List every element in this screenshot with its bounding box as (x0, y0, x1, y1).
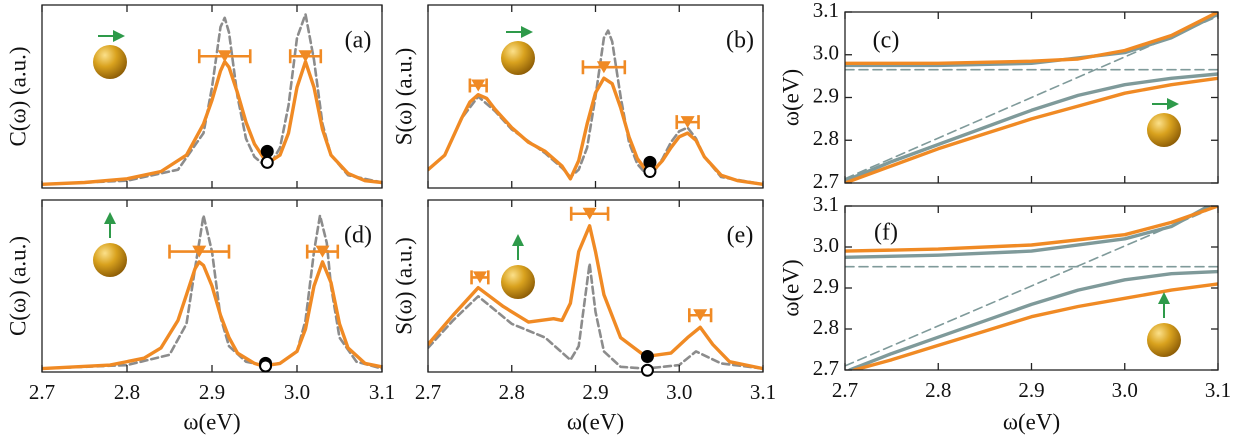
curve (428, 76, 763, 186)
x-tick-label: 2.9 (582, 380, 608, 404)
y-axis-title: S(ω) (a.u.) (391, 237, 416, 335)
plot-area (428, 224, 763, 371)
curve (848, 269, 1218, 370)
peak-marker (680, 116, 695, 129)
plot-area (428, 29, 763, 186)
nanosphere-icon (501, 265, 535, 299)
y-tick-label: 3.1 (813, 192, 839, 216)
y-tick-label: 2.9 (813, 83, 839, 107)
open-point (643, 165, 657, 179)
plot-area (845, 206, 1218, 370)
plot-area (845, 12, 1218, 183)
open-point (259, 359, 273, 373)
y-tick-label: 2.8 (813, 126, 839, 150)
y-tick-label: 2.7 (813, 169, 839, 193)
curve (845, 206, 1218, 253)
x-tick-label: 3.1 (750, 380, 776, 404)
panel-label: (b) (726, 28, 754, 54)
curve (42, 260, 382, 371)
peak-marker (217, 50, 232, 63)
open-point (640, 363, 654, 377)
plot-area (42, 214, 382, 371)
x-tick-label: 2.9 (1018, 378, 1044, 402)
dashed-curve (428, 262, 763, 370)
peak-marker (315, 245, 330, 258)
peak-marker (192, 245, 207, 258)
x-tick-label: 3.1 (1205, 378, 1231, 402)
y-tick-label: 3.0 (813, 41, 839, 65)
panel-label: (c) (873, 28, 900, 54)
curve (428, 224, 763, 371)
x-tick-label: 3.0 (284, 380, 310, 404)
y-tick-label: 2.7 (813, 356, 839, 380)
peak-marker (471, 79, 486, 92)
dashed-curve (428, 29, 763, 186)
curve (845, 12, 1218, 65)
x-tick-label: 2.8 (499, 380, 525, 404)
x-tick-label: 3.0 (1112, 378, 1138, 402)
nanosphere-icon (501, 41, 535, 75)
x-tick-label: 2.7 (415, 380, 441, 404)
x-tick-label: 2.7 (29, 380, 55, 404)
x-tick-label: 2.9 (199, 380, 225, 404)
x-tick-label: 2.8 (925, 378, 951, 402)
panel-label: (a) (345, 28, 372, 54)
panel-label: (e) (727, 223, 754, 249)
peak-marker (472, 271, 487, 284)
nanosphere-icon (1147, 113, 1181, 147)
panel-label: (f) (874, 220, 898, 246)
plot-area (42, 12, 382, 186)
y-tick-label: 3.1 (813, 0, 839, 22)
x-axis-title: ω(eV) (183, 409, 240, 434)
y-axis-title: ω(eV) (778, 69, 803, 126)
dashed-curve (845, 206, 1218, 367)
x-tick-label: 2.8 (114, 380, 140, 404)
x-axis-title: ω(eV) (567, 409, 624, 434)
curve (845, 72, 1218, 183)
x-tick-label: 2.7 (832, 378, 858, 402)
peak-marker (693, 309, 708, 322)
panel-label: (d) (344, 223, 372, 249)
y-axis-title: ω(eV) (778, 259, 803, 316)
curve (845, 76, 1218, 183)
nanosphere-icon (1147, 323, 1181, 357)
curve (852, 282, 1218, 370)
x-tick-label: 3.0 (666, 380, 692, 404)
y-tick-label: 2.9 (813, 274, 839, 298)
y-axis-title: S(ω) (a.u.) (391, 48, 416, 146)
y-axis-title: C(ω) (a.u.) (5, 46, 30, 146)
filled-point (640, 350, 654, 364)
peak-marker (596, 61, 611, 74)
x-tick-label: 3.1 (369, 380, 395, 404)
curve (42, 60, 382, 186)
nanosphere-icon (93, 243, 127, 277)
curve (845, 206, 1211, 259)
open-point (260, 155, 274, 169)
peak-marker (582, 207, 597, 220)
filled-point (260, 144, 274, 158)
y-tick-label: 3.0 (813, 233, 839, 257)
peak-marker (298, 50, 313, 63)
y-tick-label: 2.8 (813, 315, 839, 339)
nanosphere-icon (93, 45, 127, 79)
y-axis-title: C(ω) (a.u.) (5, 236, 30, 336)
x-axis-title: ω(eV) (1003, 409, 1060, 434)
